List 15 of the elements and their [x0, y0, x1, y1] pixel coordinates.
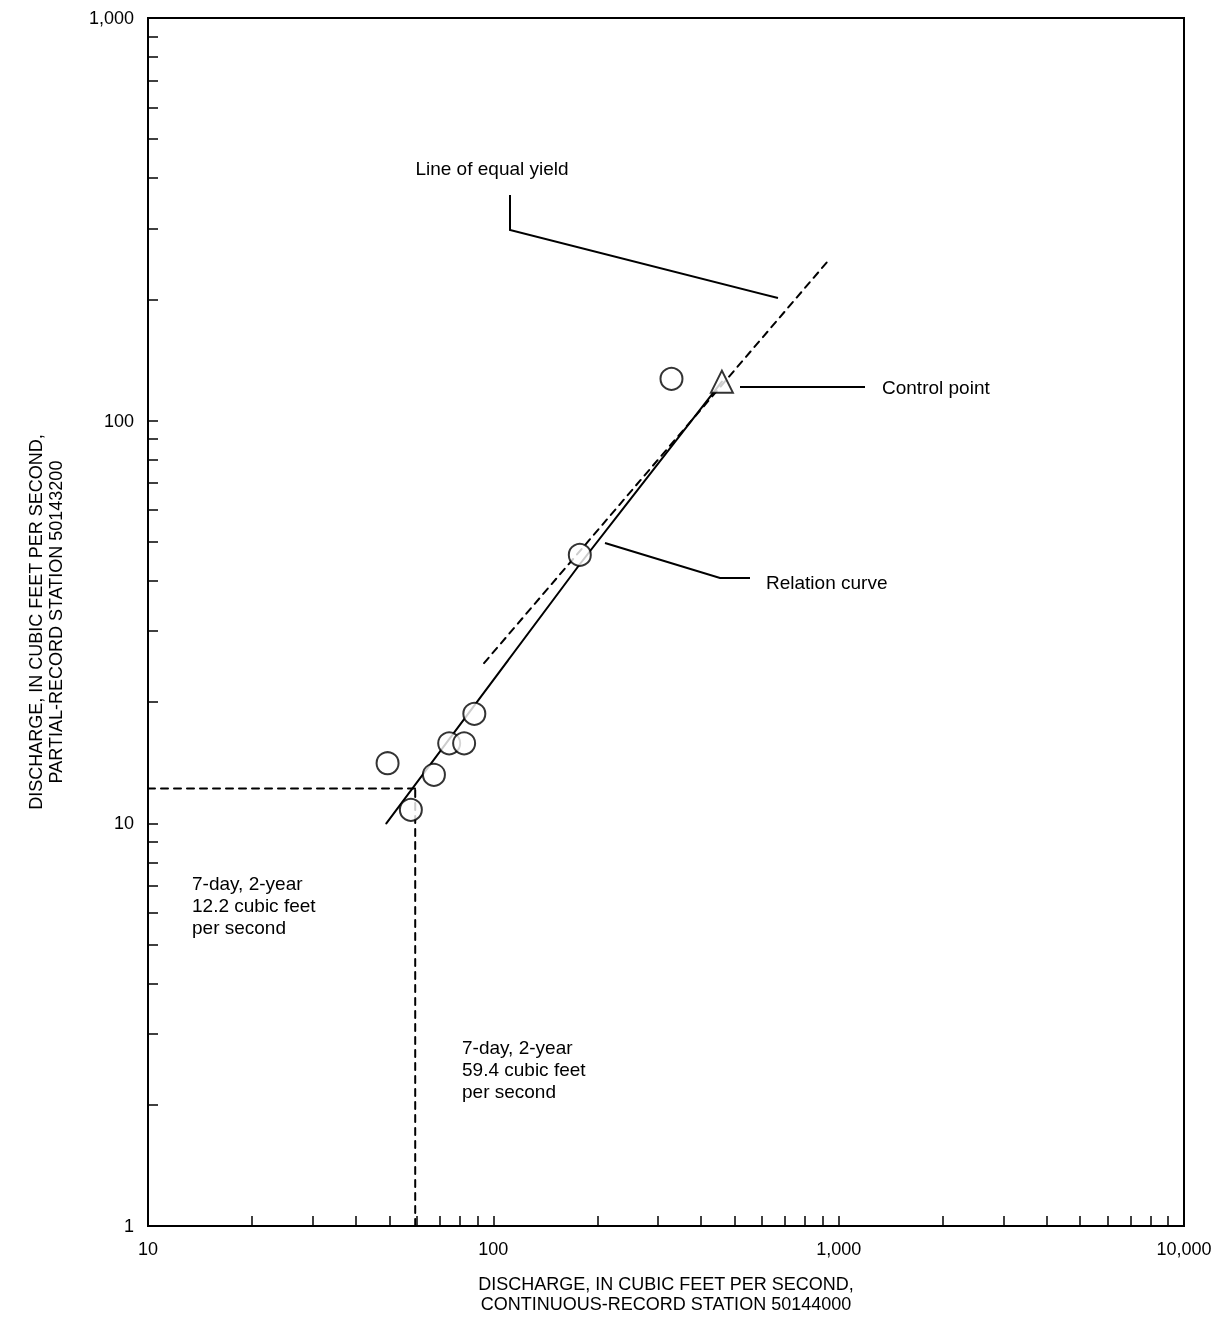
annotation: Control point — [882, 376, 991, 398]
annotation: Line of equal yield — [415, 157, 569, 179]
y-tick-label: 10 — [113, 813, 134, 834]
annotation: 7-day, 2-year 59.4 cubic feet per second — [462, 1036, 587, 1102]
x-tick-label: 1,000 — [816, 1239, 862, 1259]
y-tick-label: 1 — [123, 1216, 134, 1236]
annotation: 7-day, 2-year 12.2 cubic feet per second — [192, 872, 317, 938]
x-tick-label: 100 — [478, 1239, 509, 1259]
x-tick-label: 10,000 — [1156, 1239, 1212, 1259]
y-tick-label: 100 — [103, 410, 134, 431]
annotation: Relation curve — [766, 571, 888, 593]
x-tick-label: 10 — [137, 1239, 159, 1259]
y-axis-title: DISCHARGE, IN CUBIC FEET PER SECOND, PARTIAL-RECORD STATION 50143200 — [26, 434, 66, 810]
y-tick-label: 1,000 — [88, 8, 134, 28]
x-axis-title: DISCHARGE, IN CUBIC FEET PER SECOND, CONTINUOUS-RECORD STATION 50144000 — [478, 1274, 854, 1314]
